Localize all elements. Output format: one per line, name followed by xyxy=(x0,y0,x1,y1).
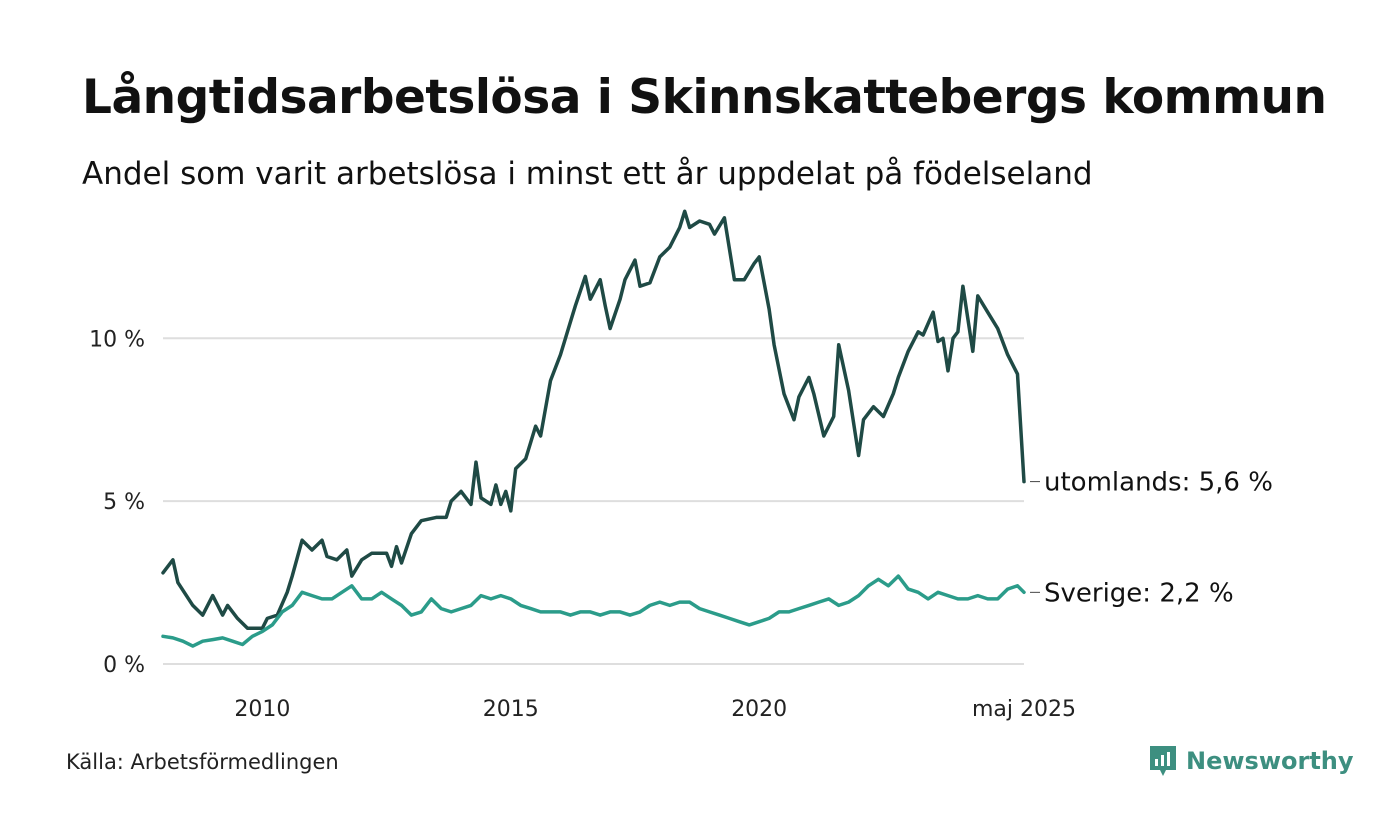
series-lines xyxy=(161,209,1026,648)
x-tick-label: maj 2025 xyxy=(972,697,1076,722)
series-line-sverige xyxy=(161,574,1026,648)
x-tick-label: 2010 xyxy=(234,697,290,722)
y-tick-label: 0 % xyxy=(103,653,145,678)
line-chart: 0 % 5 % 10 % 2010 2015 2020 maj 2025 utomland… xyxy=(89,209,1273,722)
brand: Newsworthy xyxy=(1148,744,1354,778)
series-end-labels: utomlands: 5,6 % Sverige: 2,2 % xyxy=(1030,468,1273,608)
y-tick-label: 5 % xyxy=(103,490,145,515)
chart-subtitle: Andel som varit arbetslösa i minst ett å… xyxy=(82,156,1093,192)
series-line-utomlands xyxy=(161,209,1026,630)
x-tick-label: 2015 xyxy=(483,697,539,722)
gridlines xyxy=(163,337,1024,665)
end-label-sverige: Sverige: 2,2 % xyxy=(1044,578,1234,608)
end-label-utomlands: utomlands: 5,6 % xyxy=(1044,468,1273,498)
x-axis-ticks: 2010 2015 2020 maj 2025 xyxy=(234,697,1076,722)
newsworthy-logo-icon xyxy=(1150,746,1176,776)
x-tick-label: 2020 xyxy=(731,697,787,722)
brand-name: Newsworthy xyxy=(1186,747,1354,775)
y-axis-ticks: 0 % 5 % 10 % xyxy=(89,327,145,678)
chart-title: Långtidsarbetslösa i Skinnskattebergs ko… xyxy=(82,70,1327,125)
source-note: Källa: Arbetsförmedlingen xyxy=(66,750,339,774)
y-tick-label: 10 % xyxy=(89,327,145,352)
